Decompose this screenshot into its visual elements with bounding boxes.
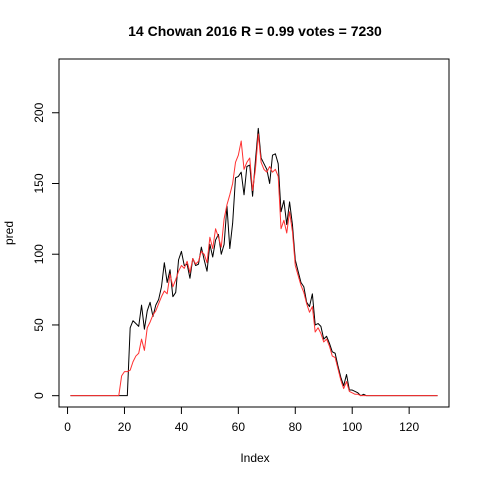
y-tick-label: 150 — [32, 173, 46, 193]
x-tick-label: 80 — [289, 420, 303, 434]
x-tick-label: 20 — [118, 420, 132, 434]
series-layer — [70, 127, 438, 397]
y-tick-label: 50 — [32, 318, 46, 332]
y-tick-label: 100 — [32, 244, 46, 264]
series-line-1 — [70, 127, 438, 397]
x-tick-label: 100 — [342, 420, 362, 434]
series-line-2 — [70, 133, 438, 397]
x-axis: 0 20 40 60 80 100 120 — [64, 406, 419, 434]
x-axis-label: Index — [240, 451, 269, 465]
y-tick-label: 200 — [32, 102, 46, 122]
y-axis: 0 50 100 150 200 — [32, 102, 60, 399]
y-tick-label: 0 — [32, 392, 46, 399]
x-tick-label: 60 — [232, 420, 246, 434]
chart-title: 14 Chowan 2016 R = 0.99 votes = 7230 — [128, 23, 382, 39]
x-tick-label: 0 — [64, 420, 71, 434]
y-axis-label: pred — [2, 221, 16, 245]
plot-frame — [58, 58, 450, 408]
x-tick-label: 120 — [399, 420, 419, 434]
x-tick-label: 40 — [175, 420, 189, 434]
